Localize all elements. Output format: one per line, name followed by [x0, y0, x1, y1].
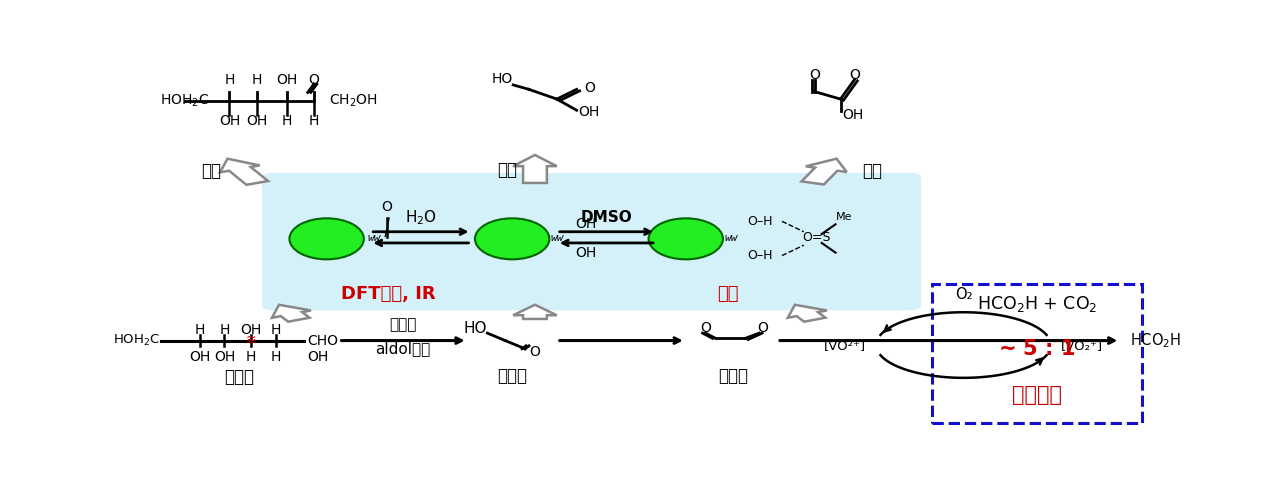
Ellipse shape [475, 218, 549, 259]
Text: H: H [252, 74, 262, 88]
Text: Me: Me [836, 212, 852, 222]
Text: OH: OH [576, 216, 596, 230]
Text: O=S: O=S [801, 231, 831, 244]
Ellipse shape [289, 218, 364, 259]
Text: OH: OH [307, 350, 328, 364]
Text: H: H [271, 350, 282, 364]
Text: O: O [809, 68, 820, 82]
Text: HOH$_2$C: HOH$_2$C [113, 333, 160, 348]
Text: ~ $\mathbf{5}$ : $\mathbf{1}$: ~ $\mathbf{5}$ : $\mathbf{1}$ [998, 339, 1075, 359]
Text: 高选择性: 高选择性 [1012, 385, 1062, 406]
Text: OH: OH [276, 74, 298, 88]
Text: O: O [585, 81, 595, 95]
Polygon shape [787, 305, 827, 322]
Text: H: H [224, 74, 234, 88]
Text: OH: OH [214, 350, 236, 364]
Text: 氢键: 氢键 [717, 285, 739, 302]
Text: OH: OH [842, 108, 864, 122]
FancyBboxPatch shape [932, 284, 1142, 424]
Polygon shape [220, 159, 268, 185]
Text: HO: HO [463, 321, 488, 336]
Polygon shape [801, 159, 846, 184]
Text: O₂: O₂ [955, 287, 973, 302]
Text: H: H [246, 350, 256, 364]
Text: 抑制: 抑制 [201, 162, 221, 180]
Text: aldol反应: aldol反应 [375, 341, 430, 356]
Text: H: H [282, 114, 292, 128]
Text: H: H [308, 114, 319, 128]
Text: 抑制: 抑制 [863, 162, 882, 180]
Text: OH: OH [247, 114, 268, 128]
Ellipse shape [649, 218, 723, 259]
Text: 乙醇醛: 乙醇醛 [497, 366, 527, 385]
Text: HCO$_2$H: HCO$_2$H [1130, 331, 1181, 350]
Text: O: O [529, 345, 540, 359]
Text: HO: HO [492, 72, 513, 86]
Text: O: O [849, 68, 860, 82]
Text: H: H [219, 323, 229, 337]
Text: 葡萄糖: 葡萄糖 [224, 368, 255, 386]
Text: O–H: O–H [748, 215, 773, 228]
Text: 两次逆: 两次逆 [389, 317, 417, 332]
Text: 抑制: 抑制 [497, 161, 517, 179]
Text: HCO$_2$H + CO$_2$: HCO$_2$H + CO$_2$ [977, 294, 1097, 314]
Text: ≋: ≋ [246, 333, 256, 347]
Text: O: O [381, 200, 393, 214]
Text: H: H [195, 323, 205, 337]
Text: OH: OH [241, 323, 262, 337]
Text: H$_2$O: H$_2$O [404, 208, 436, 227]
Text: OH: OH [189, 350, 210, 364]
Text: CH$_2$OH: CH$_2$OH [329, 93, 378, 109]
Text: OH: OH [579, 105, 600, 119]
Text: [VO₂⁺]: [VO₂⁺] [1061, 338, 1103, 351]
Polygon shape [513, 305, 557, 319]
Text: CHO: CHO [307, 333, 338, 348]
Text: OH: OH [576, 246, 596, 260]
Text: O–H: O–H [748, 249, 773, 262]
Text: DFT计算, IR: DFT计算, IR [340, 285, 435, 302]
Polygon shape [513, 155, 557, 183]
Text: O: O [758, 321, 768, 335]
Text: 乙二醛: 乙二醛 [718, 366, 749, 385]
Text: ww: ww [550, 233, 564, 243]
Text: DMSO: DMSO [581, 210, 632, 225]
Text: O: O [308, 74, 319, 88]
Text: OH: OH [219, 114, 241, 128]
Text: [VO²⁺]: [VO²⁺] [824, 338, 867, 351]
Text: ww: ww [724, 233, 739, 243]
Text: HOH$_2$C: HOH$_2$C [160, 93, 210, 109]
Polygon shape [271, 305, 311, 322]
FancyBboxPatch shape [262, 173, 920, 310]
Text: O: O [700, 321, 710, 335]
Text: H: H [271, 323, 282, 337]
Text: ww: ww [367, 233, 381, 243]
